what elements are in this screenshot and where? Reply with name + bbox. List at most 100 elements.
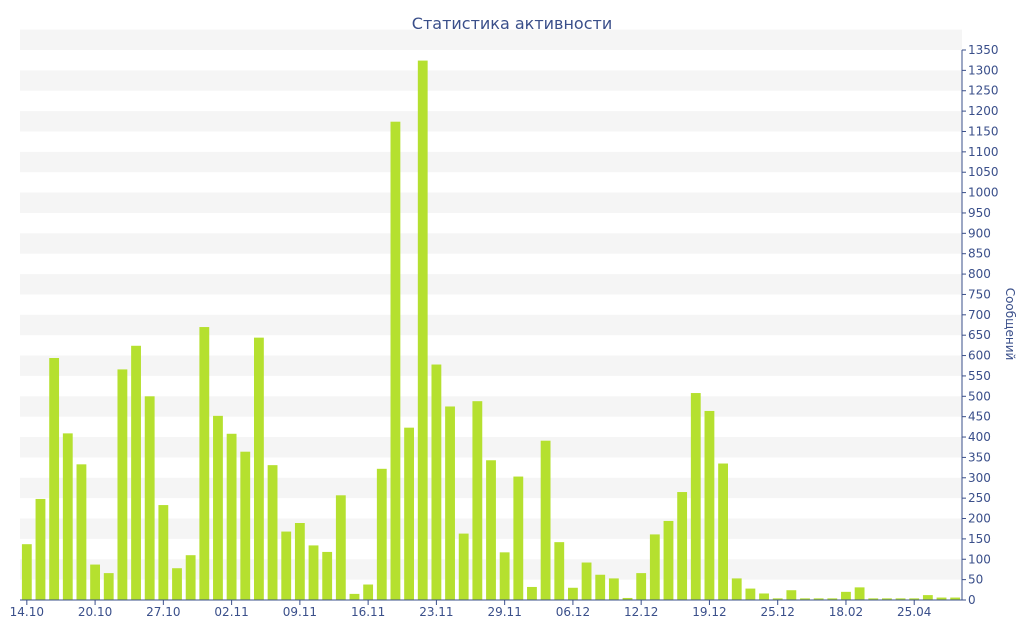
bar [595, 574, 606, 600]
grid-band [20, 192, 962, 213]
x-tick-label: 09.11 [283, 605, 317, 619]
x-tick-label: 23.11 [419, 605, 453, 619]
bar [813, 598, 824, 600]
y-tick-label: 750 [968, 287, 991, 301]
bar [950, 597, 961, 600]
y-tick-label: 600 [968, 349, 991, 363]
bar [90, 564, 100, 600]
bar [21, 544, 32, 600]
y-tick-label: 100 [968, 552, 991, 566]
bar [472, 401, 483, 600]
y-tick-label: 400 [968, 430, 991, 444]
bar [513, 476, 524, 600]
x-axis: 14.10 20.10 27.10 02.11 09.11 16.11 23.11 29.11… [10, 599, 962, 619]
bar [527, 586, 537, 600]
y-tick-label: 250 [968, 491, 991, 505]
x-tick-label: 20.10 [78, 605, 112, 619]
grid-band [20, 355, 962, 376]
y-tick-label: 1100 [968, 145, 999, 159]
bar [936, 597, 947, 600]
bar [568, 587, 578, 600]
x-tick-label: 12.12 [624, 605, 658, 619]
bar [622, 597, 633, 600]
bar [240, 451, 251, 600]
y-tick-label: 700 [968, 308, 991, 322]
grid-band [20, 111, 962, 132]
bar [376, 468, 387, 600]
grid-band [20, 29, 962, 50]
y-tick-label: 0 [968, 593, 976, 607]
bar [608, 578, 619, 600]
y-tick-label: 150 [968, 532, 991, 546]
bar [745, 588, 756, 600]
bar [281, 531, 292, 600]
bar [226, 433, 237, 600]
x-tick-label: 29.11 [487, 605, 521, 619]
grid-band [20, 314, 962, 336]
bar [76, 464, 87, 600]
bar [854, 587, 865, 600]
y-tick-label: 850 [968, 247, 991, 261]
y-tick-label: 200 [968, 512, 991, 526]
x-tick-label: 18.02 [829, 605, 863, 619]
y-tick-label: 450 [968, 410, 991, 424]
bar [322, 551, 333, 600]
grid-band [20, 233, 962, 254]
bar [117, 369, 128, 600]
bar [636, 573, 647, 600]
y-tick-label: 550 [968, 369, 991, 383]
x-tick-label: 02.11 [214, 605, 248, 619]
bar [458, 533, 469, 600]
x-tick-label: 16.11 [351, 605, 385, 619]
bar [841, 591, 851, 600]
x-tick-label: 06.12 [556, 605, 590, 619]
bar [663, 520, 674, 600]
y-tick-label: 1050 [968, 165, 999, 179]
bar [786, 590, 797, 600]
bar [909, 598, 920, 600]
y-axis-title: Сообщений [1003, 288, 1017, 361]
bar [772, 598, 783, 600]
bar [308, 545, 319, 600]
bar [294, 523, 305, 600]
bar [868, 598, 879, 600]
grid-band [20, 396, 962, 417]
y-tick-label: 950 [968, 206, 991, 220]
bar [445, 406, 455, 600]
bar [417, 60, 428, 600]
bar [404, 427, 414, 600]
y-axis: 0 50 100 150 200 250 300 350 400 450 500 550 600 650 7… [961, 43, 999, 607]
y-tick-label: 350 [968, 450, 991, 464]
bar [363, 584, 374, 600]
bar [144, 396, 155, 600]
bar [199, 327, 210, 600]
bar [103, 573, 114, 600]
y-tick-label: 800 [968, 267, 991, 281]
y-tick-label: 1200 [968, 104, 999, 118]
bar [390, 121, 401, 600]
y-tick-label: 50 [968, 573, 983, 587]
x-tick-label: 27.10 [146, 605, 180, 619]
bar [677, 492, 688, 600]
y-tick-label: 500 [968, 389, 991, 403]
bar [158, 505, 169, 600]
bar [922, 595, 933, 600]
bar [649, 534, 660, 600]
bar [704, 410, 715, 600]
bar [486, 460, 496, 600]
bar [690, 393, 701, 600]
bar-series [21, 60, 961, 600]
y-tick-label: 1350 [968, 43, 999, 57]
y-tick-label: 900 [968, 226, 991, 240]
bar [185, 555, 196, 600]
y-tick-label: 1150 [968, 124, 999, 138]
x-tick-label: 25.12 [761, 605, 795, 619]
bar [581, 562, 592, 600]
grid-band [20, 274, 962, 295]
bar [731, 578, 742, 600]
bar [254, 337, 264, 600]
bar [718, 463, 728, 600]
grid-band [20, 437, 962, 458]
bar [431, 364, 442, 600]
